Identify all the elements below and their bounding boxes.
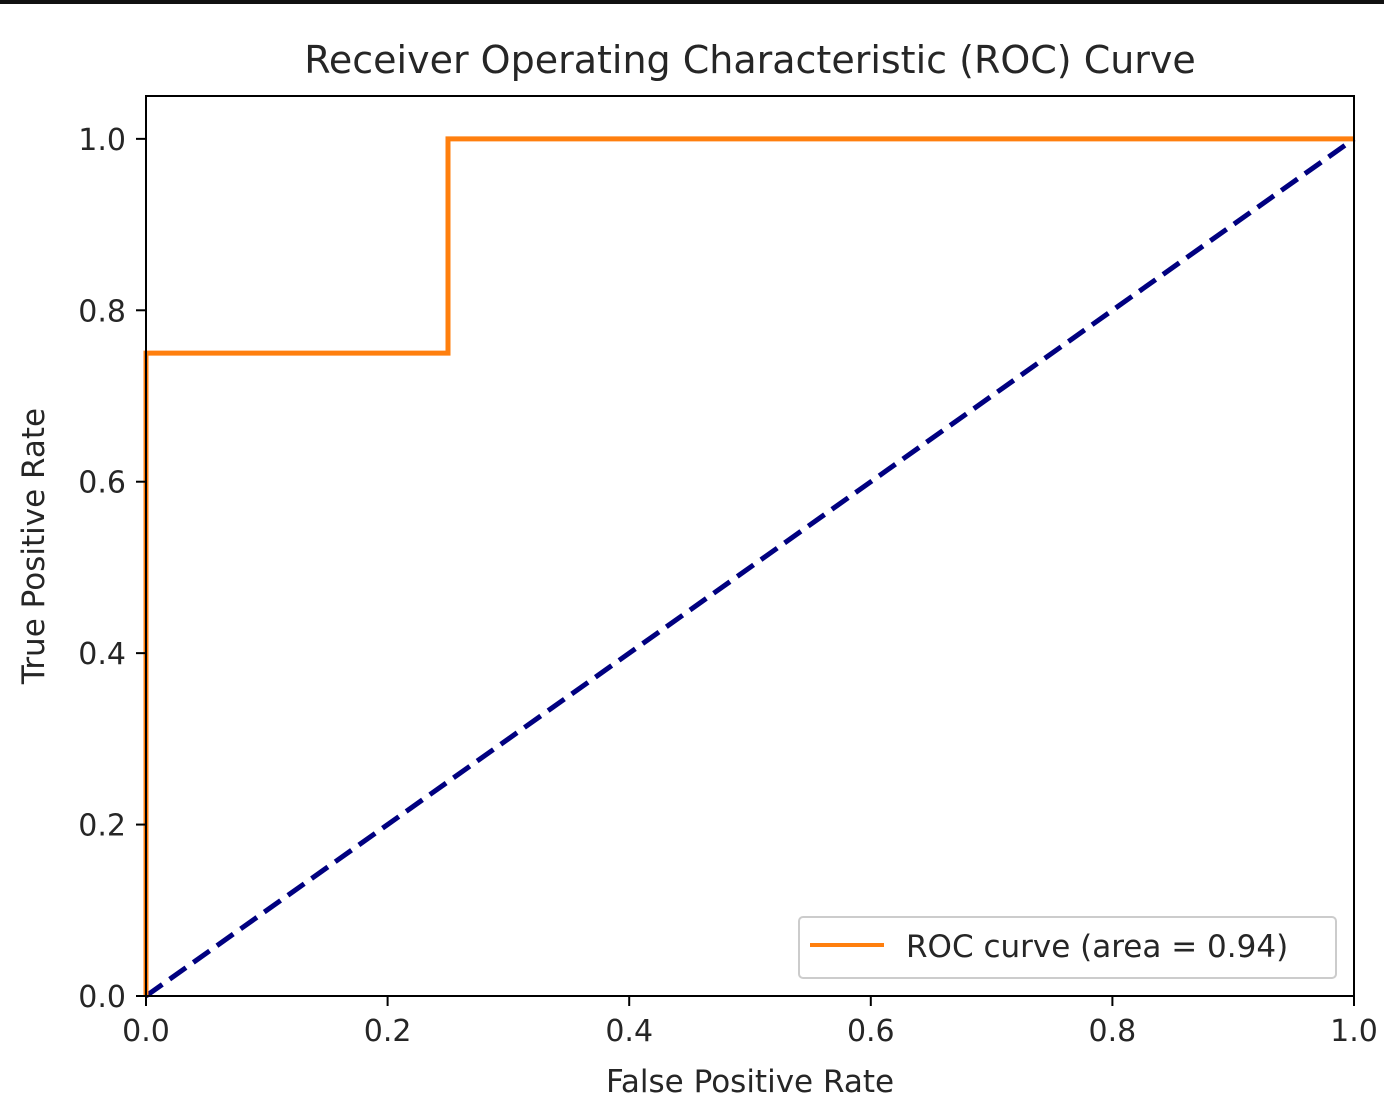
x-tick-label: 0.0	[122, 1014, 170, 1049]
y-tick-label: 0.0	[78, 980, 126, 1015]
chart-title: Receiver Operating Characteristic (ROC) …	[304, 38, 1196, 82]
axes: 0.0 0.2 0.4 0.6 0.8 1.0 0.0 0.2 0.4 0.6 0.8 1.0	[78, 95, 1378, 1049]
x-axis-label: False Positive Rate	[606, 1064, 894, 1100]
legend-box	[798, 916, 1337, 979]
top-border	[0, 0, 1384, 4]
x-tick-label: 0.8	[1089, 1014, 1137, 1049]
x-tick-label: 0.6	[847, 1014, 895, 1049]
axes-frame	[145, 95, 1355, 997]
y-axis-label: True Positive Rate	[16, 408, 52, 685]
x-tick-label: 0.4	[605, 1014, 653, 1049]
x-tick-label: 0.2	[364, 1014, 412, 1049]
y-tick-label: 0.2	[78, 809, 126, 844]
y-tick-label: 0.8	[78, 294, 126, 329]
x-tick-label: 1.0	[1330, 1014, 1378, 1049]
plot-area	[143, 136, 1356, 999]
diagonal-reference-line	[144, 136, 1356, 999]
legend: ROC curve (area = 0.94)	[798, 916, 1337, 979]
y-tick-label: 1.0	[78, 123, 126, 158]
y-tick-label: 0.4	[78, 637, 126, 672]
legend-label: ROC curve (area = 0.94)	[906, 929, 1288, 965]
y-tick-label: 0.6	[78, 466, 126, 501]
